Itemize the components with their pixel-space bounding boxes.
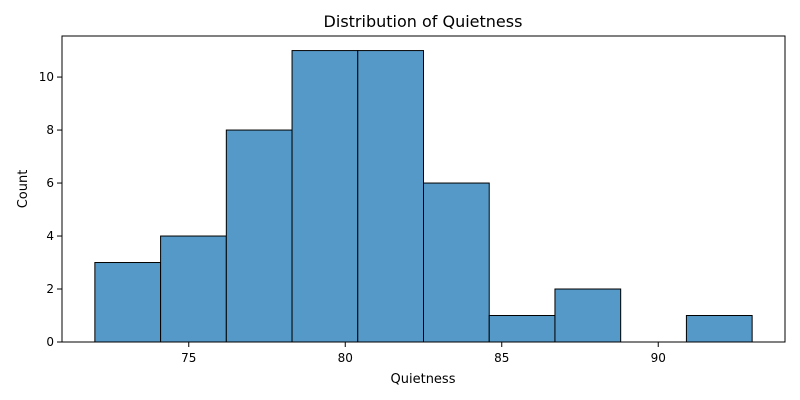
histogram-bar-4 — [357, 50, 425, 343]
bars-group — [94, 50, 753, 343]
histogram-bar-1 — [160, 235, 227, 343]
histogram-bar-0 — [94, 262, 162, 343]
plot-frame — [61, 35, 786, 343]
histogram-bar-2 — [225, 129, 293, 343]
x-tick-label: 80 — [338, 351, 353, 365]
histogram-bar-6 — [488, 315, 556, 343]
y-tick-label: 8 — [46, 123, 54, 137]
histogram-bar-7 — [554, 288, 622, 343]
y-axis: 0 2 4 6 8 10 — [39, 70, 62, 349]
y-tick-label: 10 — [39, 70, 54, 84]
histogram-bar-9 — [685, 315, 753, 343]
y-tick-label: 6 — [46, 176, 54, 190]
x-axis-label: Quietness — [391, 372, 456, 387]
y-tick-label: 2 — [46, 282, 54, 296]
y-tick-label: 0 — [46, 335, 54, 349]
histogram-bar-5 — [423, 182, 490, 343]
chart-title: Distribution of Quietness — [324, 12, 523, 31]
x-tick-label: 90 — [651, 351, 666, 365]
x-tick-label: 85 — [494, 351, 509, 365]
y-tick-label: 4 — [46, 229, 54, 243]
y-axis-label: Count — [16, 170, 31, 209]
histogram-bar-3 — [291, 50, 359, 343]
x-tick-label: 75 — [181, 351, 196, 365]
x-axis: 75 80 85 90 — [181, 342, 666, 365]
